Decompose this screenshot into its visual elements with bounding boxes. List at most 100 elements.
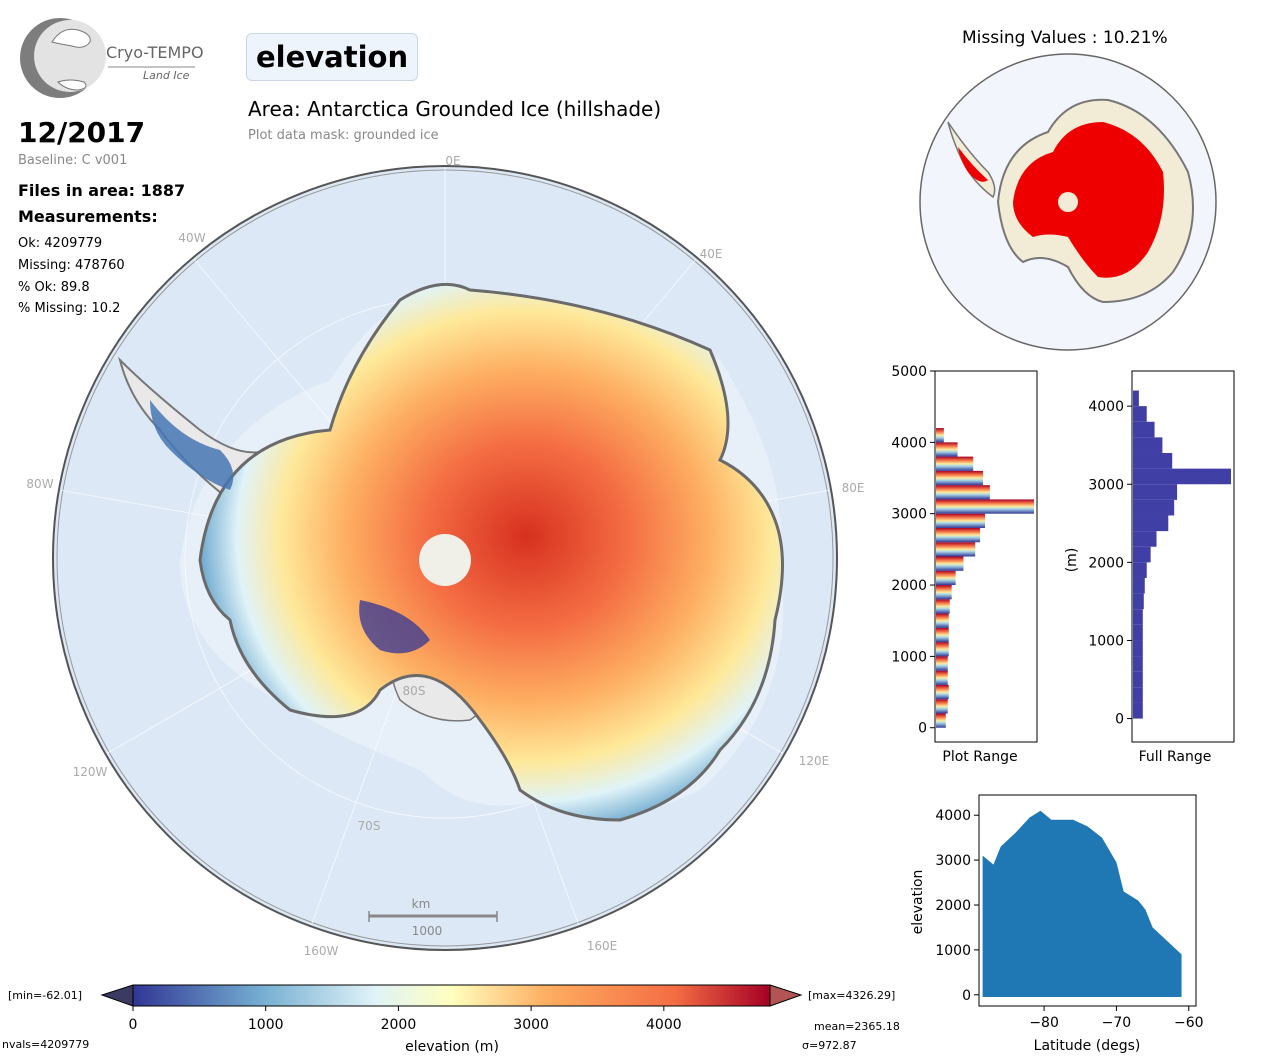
colorbar-tick-label: 2000 — [381, 1017, 417, 1033]
scatter-ylabel: elevation — [910, 870, 926, 935]
colorbar-tick-label: 3000 — [513, 1017, 549, 1033]
missing-map-title: Missing Values : 10.21% — [962, 28, 1168, 48]
pct-ok: % Ok: 89.8 — [18, 280, 90, 295]
lon-label-40e: 40E — [700, 247, 723, 261]
histogram-bar — [936, 485, 990, 500]
histogram-bar — [936, 527, 981, 543]
lon-label-80e: 80E — [842, 481, 865, 495]
scatter-points — [982, 810, 1182, 998]
histogram-bar — [1133, 515, 1169, 532]
histogram-bar — [936, 442, 958, 457]
elevation-map: 0E 40E 80E 120E 160E 160W 120W 80W 40W 8… — [26, 154, 865, 958]
histogram-bar — [1133, 702, 1143, 719]
histogram-bar — [1133, 609, 1143, 625]
y-tick-label: 1000 — [935, 943, 971, 959]
colorbar-mean: mean=2365.18 — [814, 1020, 900, 1033]
y-tick-label: 3000 — [891, 507, 927, 523]
y-tick-label: 3000 — [1088, 477, 1124, 493]
full-range-xlabel: Full Range — [1139, 749, 1212, 765]
colorbar-tick-label: 1000 — [248, 1017, 284, 1033]
y-tick-label: 3000 — [935, 853, 971, 869]
scatter-xlabel: Latitude (degs) — [1034, 1038, 1141, 1054]
y-tick-label: 2000 — [935, 898, 971, 914]
lon-label-160w: 160W — [304, 944, 339, 958]
histogram-bar — [1133, 577, 1145, 594]
lon-label-160e: 160E — [587, 939, 618, 953]
histogram-bar — [1133, 437, 1163, 454]
histogram-bar — [936, 428, 944, 443]
lon-label-120e: 120E — [799, 754, 830, 768]
histogram-bar — [1133, 531, 1157, 547]
y-tick-label: 2000 — [891, 578, 927, 594]
histogram-bar — [936, 670, 948, 685]
histogram-bar — [1133, 656, 1143, 672]
histogram-bar — [936, 656, 948, 671]
histogram-bar — [1133, 468, 1231, 485]
ok-count: Ok: 4209779 — [18, 236, 103, 251]
logo-name: Cryo-TEMPO — [106, 43, 203, 62]
histogram-bar — [1133, 499, 1175, 516]
histogram-bar — [936, 684, 949, 700]
full-range-ylabel: (m) — [1064, 548, 1080, 573]
histogram-bar — [936, 470, 984, 486]
y-tick-label: 4000 — [891, 435, 927, 451]
lon-label-80w: 80W — [26, 477, 53, 491]
histogram-bar — [1133, 484, 1178, 500]
lon-label-0e: 0E — [445, 154, 460, 168]
x-tick-label: −80 — [1029, 1015, 1059, 1031]
histogram-bar — [936, 613, 949, 628]
date-label: 12/2017 — [18, 116, 146, 149]
lon-label-120w: 120W — [73, 765, 108, 779]
mask-label: Plot data mask: grounded ice — [248, 128, 439, 143]
histogram-bar — [1133, 546, 1151, 563]
colorbar-max: [max=4326.29] — [808, 989, 895, 1002]
elevation-colorbar: 0 1000 2000 3000 4000 elevation (m) [min=-62… — [2, 984, 900, 1055]
histogram-bar — [1133, 421, 1155, 438]
x-tick-label: −70 — [1102, 1015, 1132, 1031]
plot-range-xlabel: Plot Range — [942, 749, 1017, 765]
scale-bar-value: 1000 — [412, 924, 443, 938]
histogram-bar — [1133, 640, 1143, 657]
parameter-title: elevation — [246, 33, 419, 81]
histogram-bar — [936, 556, 964, 571]
y-tick-label: 0 — [1115, 712, 1124, 728]
area-title: Area: Antarctica Grounded Ice (hillshade… — [248, 97, 662, 121]
lat-label-70s: 70S — [358, 819, 381, 833]
files-label: Files in area: 1887 — [18, 181, 186, 200]
lat-label-80s: 80S — [403, 684, 426, 698]
y-tick-label: 0 — [918, 721, 927, 737]
histogram-bar — [1133, 453, 1173, 469]
lon-label-40w: 40W — [178, 231, 205, 245]
scale-bar-unit: km — [412, 897, 431, 911]
histogram-bar — [1133, 593, 1144, 610]
histogram-bar — [936, 513, 985, 528]
colorbar-sigma: σ=972.87 — [802, 1039, 857, 1052]
y-tick-label: 1000 — [1088, 633, 1124, 649]
histogram-bar — [1133, 406, 1147, 422]
histogram-bar — [1133, 390, 1139, 407]
colorbar-tick-label: 4000 — [646, 1017, 682, 1033]
colorbar-label: elevation (m) — [405, 1039, 499, 1055]
pct-missing: % Missing: 10.2 — [18, 301, 121, 316]
histogram-bar — [936, 585, 952, 600]
histogram-bar — [1133, 687, 1143, 703]
histogram-bar — [936, 456, 974, 471]
y-tick-label: 4000 — [1088, 399, 1124, 415]
plot-range-histogram: 0 1000 2000 3000 4000 5000 Plot Range — [891, 364, 1038, 765]
y-tick-label: 4000 — [935, 808, 971, 824]
y-tick-label: 0 — [962, 988, 971, 1004]
baseline-label: Baseline: C v001 — [18, 153, 128, 168]
cryo-tempo-logo: Cryo-TEMPO Land Ice — [20, 18, 203, 98]
missing-count: Missing: 478760 — [18, 258, 125, 273]
colorbar-tick-label: 0 — [129, 1017, 138, 1033]
full-range-histogram: 0 1000 2000 3000 4000 (m) Full Range — [1064, 370, 1235, 765]
latitude-scatter: 0 1000 2000 3000 4000 −80 −70 −60 elevation La… — [910, 794, 1204, 1054]
scale-bar: km 1000 — [368, 897, 498, 938]
missing-values-map — [919, 53, 1217, 351]
x-tick-label: −60 — [1174, 1015, 1204, 1031]
y-tick-label: 5000 — [891, 364, 927, 380]
y-tick-label: 2000 — [1088, 555, 1124, 571]
histogram-bar — [1133, 671, 1143, 688]
histogram-bar — [936, 599, 950, 614]
histogram-bar — [936, 642, 949, 657]
